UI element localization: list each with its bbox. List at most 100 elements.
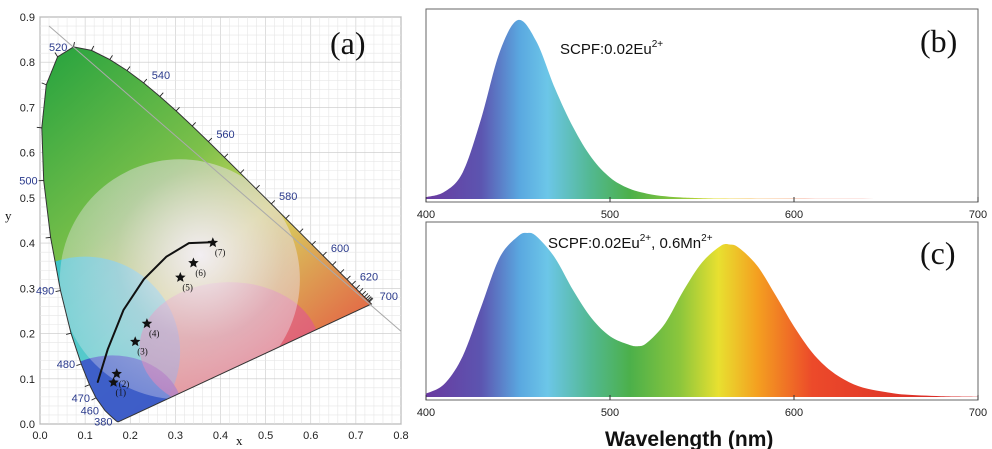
locus-tick: [84, 384, 90, 388]
locus-tick: [175, 106, 180, 112]
x-tick-label: 400: [417, 407, 435, 419]
y-tick-label: 0.5: [20, 193, 35, 205]
cie-point-label: (5): [182, 282, 193, 292]
cie-point-star: [175, 272, 186, 282]
wavelength-label: 480: [57, 359, 75, 371]
wavelength-label: 380: [94, 417, 112, 429]
locus-tick: [332, 261, 337, 266]
wavelength-label: 620: [360, 272, 378, 284]
panel-label-b: (b): [920, 23, 957, 59]
annotation-b: SCPF:0.02Eu2+: [560, 39, 663, 58]
x-tick-label: 700: [969, 407, 987, 419]
x-tick-label: 0.1: [77, 430, 92, 442]
locus-tick: [54, 52, 58, 58]
annotation-c-sup2: 2+: [701, 233, 713, 244]
locus-tick: [208, 137, 213, 142]
y-tick-label: 0.8: [20, 57, 35, 69]
y-tick-label: 0.2: [20, 329, 35, 341]
annotation-b-sup: 2+: [652, 39, 664, 50]
locus-tick: [36, 126, 42, 129]
x-tick-label: 700: [969, 209, 987, 221]
y-tick-label: 0.7: [20, 102, 35, 114]
annotation-b-base: SCPF:0.02Eu: [560, 41, 652, 58]
locus-tick: [91, 397, 97, 401]
annotation-c-tail: , 0.6Mn: [651, 235, 701, 252]
planckian-locus: [96, 241, 213, 383]
panel-label-c: (c): [920, 235, 956, 271]
cie-point-label: (7): [215, 248, 226, 258]
locus-tick: [76, 363, 82, 366]
locus-tick: [340, 269, 345, 274]
wavelength-label: 700: [380, 291, 398, 303]
locus-tick: [143, 78, 148, 84]
x-tick-label: 0.6: [303, 430, 318, 442]
x-axis-label-c: Wavelength (nm): [605, 428, 773, 449]
locus-tick: [126, 66, 131, 71]
locus-tick: [240, 169, 245, 174]
x-tick-label: 0.4: [213, 430, 228, 442]
panel-label-a: (a): [330, 25, 366, 61]
spectrum-chart-c: 400 500 600 700 (c) SCPF:0.02Eu2+, 0.6Mn2+ …: [417, 221, 987, 449]
locus-tick: [368, 297, 373, 302]
x-axis-label: x: [236, 433, 243, 448]
cie-point-label: (2): [119, 379, 129, 389]
y-tick-label: 0.0: [20, 419, 35, 431]
cie-point-label: (3): [137, 347, 148, 357]
y-axis-label: y: [5, 208, 12, 223]
locus-tick: [285, 214, 290, 219]
annotation-c: SCPF:0.02Eu2+, 0.6Mn2+: [548, 233, 713, 252]
wavelength-label: 520: [49, 42, 67, 54]
locus-tick: [224, 153, 229, 158]
cie-tick-labels: 0.0 0.1 0.2 0.3 0.4 0.5 0.6 0.7 0.8 0.0 0.1 0.2 0.3 0…: [20, 12, 409, 442]
locus-tick: [346, 275, 351, 280]
x-tick-label: 500: [601, 209, 619, 221]
cie-point-star: [108, 376, 119, 387]
wavelength-label: 470: [72, 393, 90, 405]
x-tick-labels-c: 400 500 600 700: [417, 395, 987, 419]
locus-tick: [367, 296, 372, 301]
wavelength-label: 460: [81, 405, 99, 417]
locus-tick: [359, 288, 364, 293]
cie-point-star: [188, 257, 199, 268]
diagonal-reference-line: [48, 25, 402, 332]
y-tick-label: 0.6: [20, 148, 35, 160]
x-tick-label: 0.0: [32, 430, 47, 442]
locus-tick: [369, 298, 374, 303]
locus-tick: [364, 293, 369, 298]
spectrum-area-c: [426, 232, 978, 397]
locus-tick: [109, 55, 113, 60]
y-tick-label: 0.4: [20, 238, 35, 250]
x-tick-label: 0.8: [393, 430, 408, 442]
locus-tick: [191, 122, 196, 127]
locus-tick: [270, 200, 276, 205]
wavelength-label: 560: [216, 129, 234, 141]
locus-tick: [311, 240, 316, 246]
spectrum-area-b: [426, 19, 978, 200]
locus-tick: [355, 284, 361, 289]
locus-tick: [159, 92, 164, 97]
locus-tick: [41, 82, 47, 86]
cie-point-star: [207, 237, 219, 248]
wavelength-label: 580: [279, 191, 297, 203]
x-tick-label: 600: [785, 209, 803, 221]
planckian-locus-curve: [96, 241, 213, 383]
y-tick-label: 0.1: [20, 374, 35, 386]
locus-tick: [45, 236, 51, 239]
locus-tick: [365, 294, 371, 300]
locus-tick: [299, 228, 304, 233]
x-tick-labels-b: 400 500 600 700: [417, 197, 987, 221]
locus-tick: [351, 280, 356, 285]
spectral-locus-outline: [41, 46, 373, 423]
cie-point-star: [130, 336, 141, 347]
locus-tick: [55, 290, 61, 292]
x-tick-label: 500: [601, 407, 619, 419]
spectrum-chart-b: 400 500 600 700 (b) SCPF:0.02Eu2+: [417, 8, 987, 221]
x-tick-label: 0.5: [258, 430, 273, 442]
locus-tick: [73, 41, 75, 48]
cie-point-label: (1): [116, 387, 127, 397]
x-tick-label: 0.2: [123, 430, 138, 442]
annotation-c-base: SCPF:0.02Eu: [548, 235, 640, 252]
x-tick-label: 0.3: [168, 430, 183, 442]
cie-point-star: [141, 318, 153, 329]
